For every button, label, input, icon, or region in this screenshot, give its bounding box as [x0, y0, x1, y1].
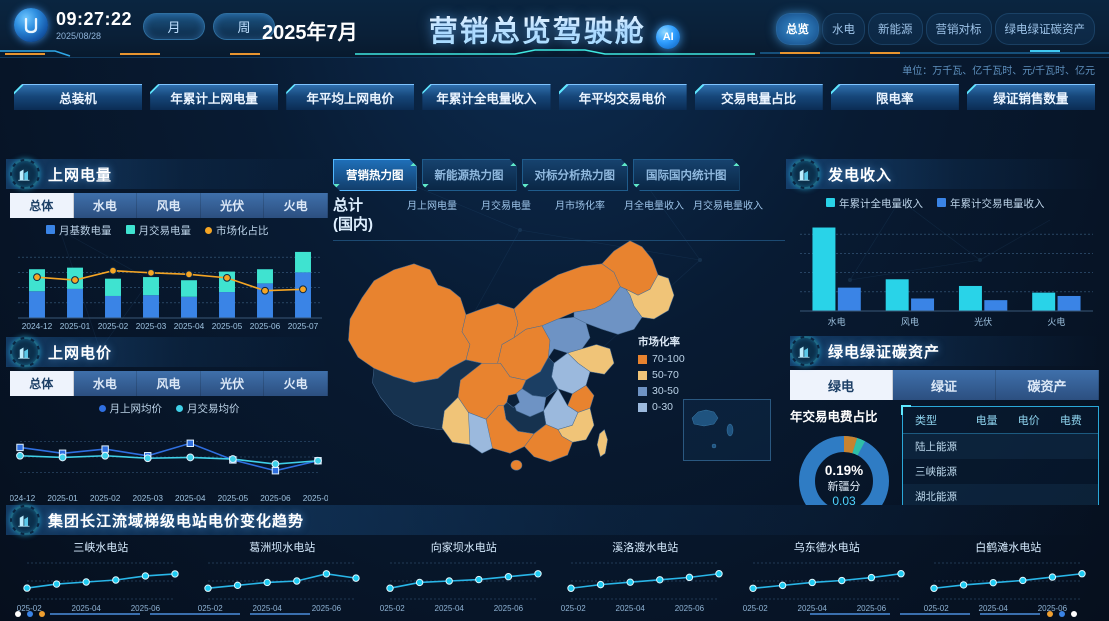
svg-text:2025-06: 2025-06	[250, 321, 281, 331]
svg-text:新疆分: 新疆分	[828, 479, 861, 493]
svg-text:2025-07: 2025-07	[303, 493, 328, 503]
svg-text:2025-01: 2025-01	[47, 493, 78, 503]
svg-text:光伏: 光伏	[974, 316, 992, 327]
svg-text:0.19%: 0.19%	[825, 463, 863, 478]
svg-text:2025-03: 2025-03	[136, 321, 167, 331]
svg-text:水电: 水电	[828, 316, 846, 327]
svg-text:风电: 风电	[901, 316, 919, 327]
svg-text:2025-03: 2025-03	[132, 493, 163, 503]
svg-text:2025-05: 2025-05	[218, 493, 249, 503]
svg-text:2025-01: 2025-01	[60, 321, 91, 331]
svg-text:火电: 火电	[1047, 316, 1065, 327]
svg-text:2025-02: 2025-02	[90, 493, 121, 503]
svg-text:2025-04: 2025-04	[175, 493, 206, 503]
svg-text:2025-02: 2025-02	[98, 321, 129, 331]
svg-text:2025-05: 2025-05	[212, 321, 243, 331]
svg-text:2024-12: 2024-12	[10, 493, 36, 503]
svg-text:2024-12: 2024-12	[22, 321, 53, 331]
svg-text:2025-07: 2025-07	[288, 321, 319, 331]
svg-text:2025-06: 2025-06	[260, 493, 291, 503]
svg-text:2025-04: 2025-04	[174, 321, 205, 331]
svg-text:0.03: 0.03	[832, 494, 856, 505]
